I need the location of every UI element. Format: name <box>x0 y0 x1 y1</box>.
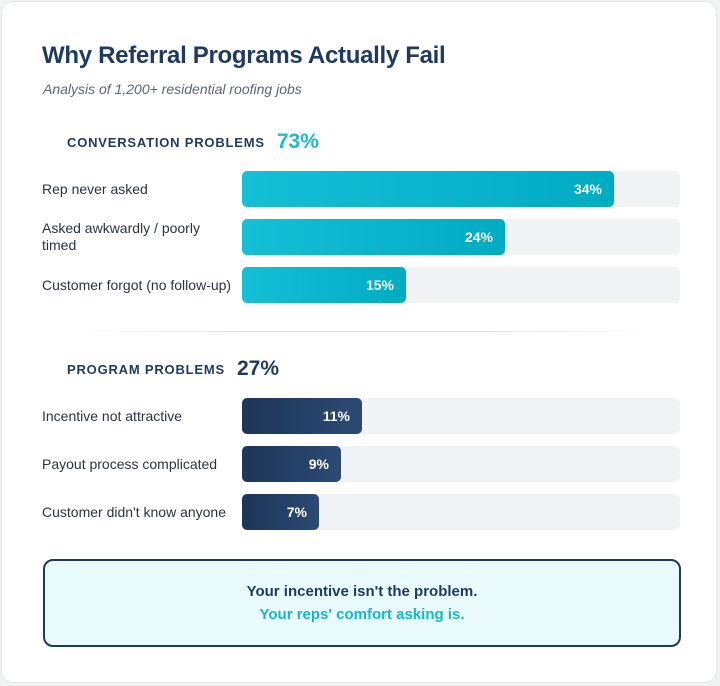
bar-track: 9% <box>242 446 680 482</box>
insight-callout: Your incentive isn't the problem. Your r… <box>43 559 681 647</box>
bar-value-label: 15% <box>365 277 394 293</box>
bar-label: Payout process complicated <box>42 455 218 472</box>
bar-label: Incentive not attractive <box>42 407 183 424</box>
section-label: PROGRAM PROBLEMS <box>67 361 225 377</box>
bar: 15% <box>242 267 406 303</box>
bar-track: 24% <box>242 219 680 255</box>
bar-row: Incentive not attractive 11% <box>2 398 718 434</box>
callout-headline: Your incentive isn't the problem. <box>246 583 478 600</box>
chart-subtitle: Analysis of 1,200+ residential roofing j… <box>43 81 302 97</box>
section-total: 27% <box>236 357 280 380</box>
bar: 11% <box>242 398 362 434</box>
bar-value-label: 34% <box>573 181 602 197</box>
bar: 24% <box>242 219 505 255</box>
section-label: CONVERSATION PROBLEMS <box>67 134 265 150</box>
bar-track: 11% <box>242 398 680 434</box>
bar-track: 15% <box>242 267 680 303</box>
bar: 7% <box>242 494 319 530</box>
bar-row: Asked awkwardly / poorly timed 24% <box>2 219 718 255</box>
section-header-program: PROGRAM PROBLEMS 27% <box>67 357 279 381</box>
callout-emphasis: Your reps' comfort asking is. <box>259 606 465 623</box>
section-divider <box>72 331 652 332</box>
bar-row: Customer didn't know anyone 7% <box>2 494 718 530</box>
bar-label: Customer didn't know anyone <box>42 503 226 520</box>
bar: 34% <box>242 171 614 207</box>
bar-track: 7% <box>242 494 680 530</box>
bar-row: Rep never asked 34% <box>2 171 718 207</box>
bar-label: Rep never asked <box>42 180 148 197</box>
bar-row: Customer forgot (no follow-up) 15% <box>2 267 718 303</box>
bar-label: Customer forgot (no follow-up) <box>42 276 232 293</box>
bar-row: Payout process complicated 9% <box>2 446 718 482</box>
bar-value-label: 24% <box>464 229 493 245</box>
bar-value-label: 11% <box>322 408 350 424</box>
bar-value-label: 7% <box>286 504 307 520</box>
chart-title: Why Referral Programs Actually Fail <box>42 42 446 69</box>
bar-value-label: 9% <box>308 456 329 472</box>
bar-label: Asked awkwardly / poorly timed <box>42 220 200 253</box>
bar-track: 34% <box>242 171 680 207</box>
section-header-conversation: CONVERSATION PROBLEMS 73% <box>67 130 319 154</box>
bar: 9% <box>242 446 341 482</box>
section-total: 73% <box>276 130 319 153</box>
